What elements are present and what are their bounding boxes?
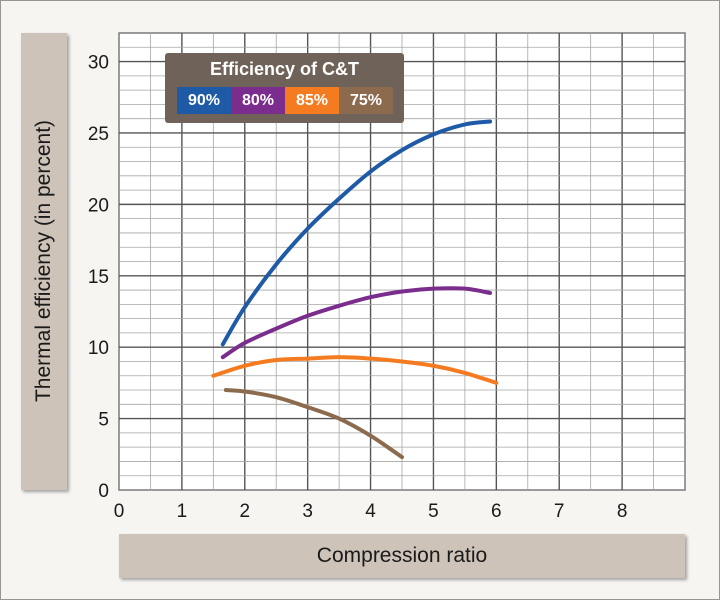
series-line-75pct [223,388,404,460]
series-line-85pct [211,355,499,385]
series-line-80pct [220,286,493,360]
series-line-90pct [220,119,493,347]
x-tick-label: 6 [491,501,502,522]
y-tick-label: 10 [88,338,109,359]
x-axis-label-panel: Compression ratio [119,534,685,578]
x-tick-label: 1 [177,501,188,522]
y-tick-label: 20 [88,195,109,216]
legend-entry-75: 75% [339,87,393,114]
x-tick-label: 7 [554,501,565,522]
tick-labels: 0 1 2 3 4 5 6 7 8 0 5 10 15 20 25 30 [88,53,628,522]
legend-row: 90% 80% 85% 75% [177,87,393,114]
x-tick-label: 5 [428,501,439,522]
legend-entry-85: 85% [285,87,339,114]
y-tick-label: 0 [98,481,109,502]
legend-title: Efficiency of C&T [209,59,360,79]
y-axis-label-panel [21,33,67,490]
y-tick-label: 15 [88,267,109,288]
x-tick-label: 0 [114,501,125,522]
x-tick-label: 4 [365,501,376,522]
y-tick-label: 5 [98,410,109,431]
y-tick-label: 30 [88,53,109,74]
x-axis-label: Compression ratio [316,544,488,567]
x-tick-label: 2 [239,501,250,522]
legend-entry-80: 80% [231,87,285,114]
legend-entry-90: 90% [177,87,231,114]
y-tick-label: 25 [88,124,109,145]
x-tick-label: 3 [302,501,313,522]
legend: Efficiency of C&T 90% 80% 85% 75% [165,53,404,123]
x-tick-label: 8 [617,501,628,522]
series-lines [211,119,499,460]
